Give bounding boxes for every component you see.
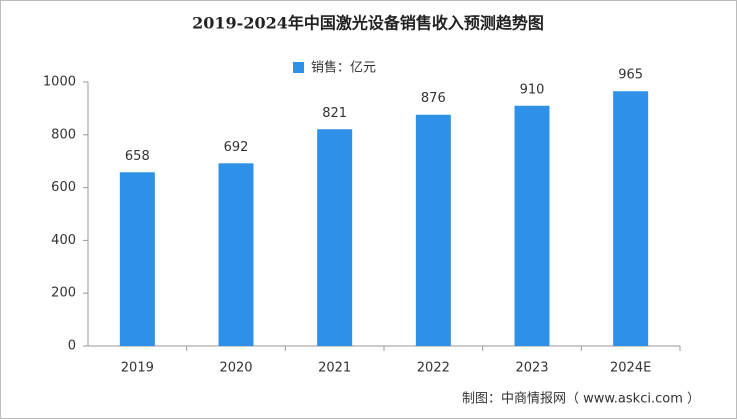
bar (514, 105, 550, 346)
data-label: 692 (224, 140, 249, 155)
data-label: 821 (322, 106, 347, 121)
bar (218, 163, 254, 346)
y-tick-label: 0 (68, 339, 76, 354)
x-tick-label: 2021 (318, 361, 351, 376)
data-label: 876 (421, 91, 446, 106)
source-note: 制图：中商情报网（ www.askci.com ） (462, 392, 700, 407)
data-label: 910 (520, 82, 545, 97)
x-tick-label: 2019 (121, 361, 154, 376)
bar (119, 172, 155, 346)
y-tick-label: 400 (51, 233, 76, 248)
legend-swatch (293, 62, 304, 73)
data-label: 658 (125, 149, 150, 164)
legend-label: 销售：亿元 (311, 60, 376, 76)
y-tick-label: 1000 (43, 75, 76, 90)
y-tick-label: 600 (51, 180, 76, 195)
y-tick-label: 800 (51, 127, 76, 142)
x-tick-label: 2020 (219, 361, 252, 376)
x-tick-label: 2024E (610, 361, 651, 376)
bar (317, 129, 353, 346)
x-tick-label: 2023 (515, 361, 548, 376)
y-tick-label: 200 (51, 286, 76, 301)
chart-title: 2019-2024年中国激光设备销售收入预测趋势图 (192, 14, 544, 33)
bar (415, 114, 451, 347)
x-tick-label: 2022 (417, 361, 450, 376)
data-label: 965 (618, 68, 643, 83)
bar (613, 91, 649, 347)
